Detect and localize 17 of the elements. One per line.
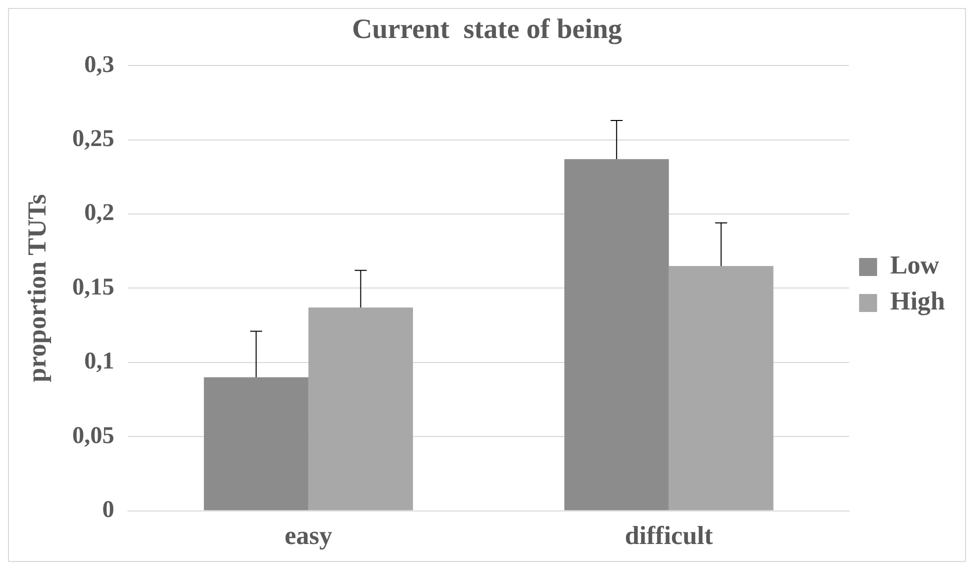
y-tick-label: 0,25 (72, 126, 114, 152)
legend-label: Low (890, 250, 940, 280)
bar (668, 266, 774, 510)
legend-label: High (890, 286, 946, 316)
y-tick-label: 0,2 (84, 200, 114, 226)
x-tick-label: easy (284, 521, 332, 550)
x-tick-label: difficult (624, 521, 714, 550)
y-tick-label: 0,1 (84, 348, 114, 375)
y-tick-label: 0,05 (72, 422, 114, 449)
y-axis-title: proportion TUTs (22, 194, 52, 382)
bar (204, 377, 308, 510)
y-tick-label: 0,15 (72, 274, 114, 300)
y-tick-label: 0,3 (84, 52, 114, 78)
chart-title: Current state of being (352, 14, 622, 46)
bar (308, 307, 413, 510)
bar (564, 159, 669, 510)
y-tick-label: 0 (102, 497, 114, 524)
